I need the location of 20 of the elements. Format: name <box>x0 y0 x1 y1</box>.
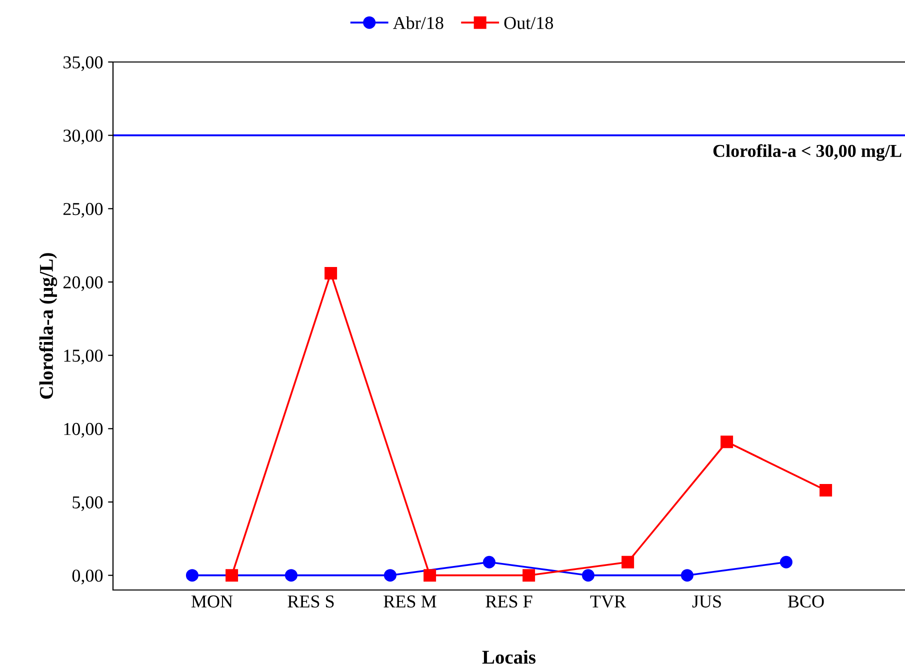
x-axis-title: Locais <box>482 650 536 664</box>
y-tick-label: 30,00 <box>64 130 103 144</box>
x-tick-label: RES F <box>486 595 532 608</box>
legend-label: Abr/18 <box>392 16 444 30</box>
y-tick-label: 0,00 <box>72 570 103 584</box>
x-tick-label: TVR <box>590 596 626 608</box>
legend-label: Out/18 <box>504 16 554 30</box>
y-tick-label: 10,00 <box>64 422 103 438</box>
y-tick-label: 25,00 <box>63 202 103 218</box>
y-tick-label: 15,00 <box>64 350 103 364</box>
x-tick-label: MON <box>191 595 233 608</box>
ref-line-label: Clorofila-a < 30,00 mg/L <box>713 144 902 161</box>
x-tick-label: BCO <box>788 595 824 608</box>
y-tick-label: 5,00 <box>72 496 103 512</box>
y-tick-label: 20,00 <box>63 276 103 292</box>
x-tick-label: RES M <box>384 595 436 608</box>
y-tick-label: 35,00 <box>64 56 103 72</box>
x-tick-label: RES S <box>288 595 334 608</box>
x-tick-label: JUS <box>692 595 721 608</box>
y-axis-title: Clorofila-a (µg/L) <box>39 253 58 399</box>
